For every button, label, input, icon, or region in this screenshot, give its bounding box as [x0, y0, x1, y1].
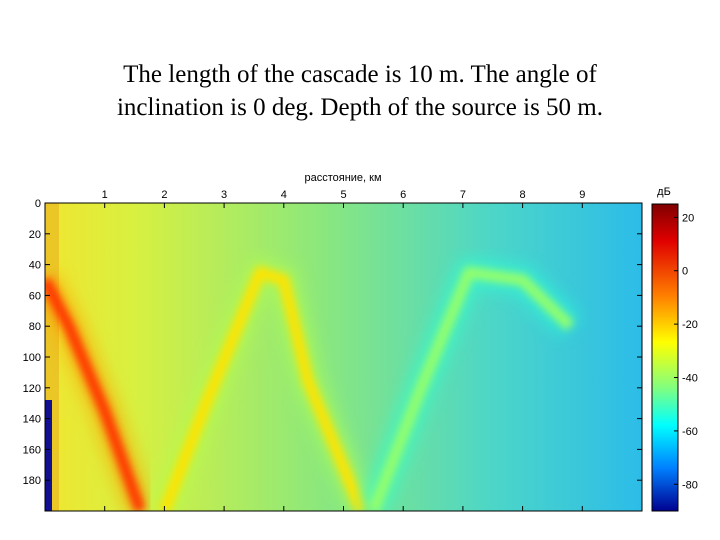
x-axis-label: расстояние, км — [304, 172, 381, 184]
colorbar-label: дБ — [657, 186, 671, 198]
ray-1 — [45, 277, 147, 511]
y-tick-label: 100 — [23, 352, 41, 364]
x-tick-label: 6 — [400, 189, 406, 201]
title-line-2: inclination is 0 deg. Depth of the sourc… — [116, 94, 604, 121]
y-tick-label: 140 — [23, 414, 41, 426]
ray-3 — [367, 266, 575, 511]
left-edge-dark-band — [45, 400, 52, 511]
x-tick-label: 2 — [161, 189, 167, 201]
y-axis-ticks: 0 20 40 60 80 100 120 140 160 180 — [23, 198, 642, 487]
colorbar-ticks: 20 0 -20 -40 -60 -80 — [674, 212, 698, 491]
x-tick-label: 3 — [221, 189, 227, 201]
colorbar-tick-label: 0 — [682, 266, 688, 278]
y-tick-label: 80 — [29, 321, 41, 333]
colorbar-tick-label: -80 — [682, 479, 698, 491]
title-line-1: The length of the cascade is 10 m. The a… — [123, 61, 597, 88]
y-tick-label: 0 — [35, 198, 41, 210]
y-tick-label: 180 — [23, 475, 41, 487]
ray-layer — [45, 257, 581, 511]
plot-area — [45, 203, 642, 511]
y-tick-label: 160 — [23, 444, 41, 456]
x-tick-label: 9 — [579, 189, 585, 201]
y-tick-label: 120 — [23, 383, 41, 395]
colorbar — [651, 203, 679, 512]
x-tick-label: 4 — [281, 189, 287, 201]
y-tick-label: 60 — [29, 290, 41, 302]
y-tick-label: 20 — [29, 229, 41, 241]
x-tick-label: 8 — [520, 189, 526, 201]
y-tick-label: 40 — [29, 260, 41, 272]
x-tick-label: 1 — [102, 189, 108, 201]
colorbar-tick-label: -40 — [682, 373, 698, 385]
slide-title: The length of the cascade is 10 m. The a… — [0, 58, 720, 124]
x-axis-ticks: 1 2 3 4 5 6 7 8 9 — [102, 189, 585, 511]
colorbar-tick-label: -60 — [682, 426, 698, 438]
x-tick-label: 5 — [340, 189, 346, 201]
ray-2 — [158, 266, 367, 511]
colorbar-tick-label: 20 — [682, 212, 694, 224]
x-tick-label: 7 — [460, 189, 466, 201]
colorbar-tick-label: -20 — [682, 319, 698, 331]
